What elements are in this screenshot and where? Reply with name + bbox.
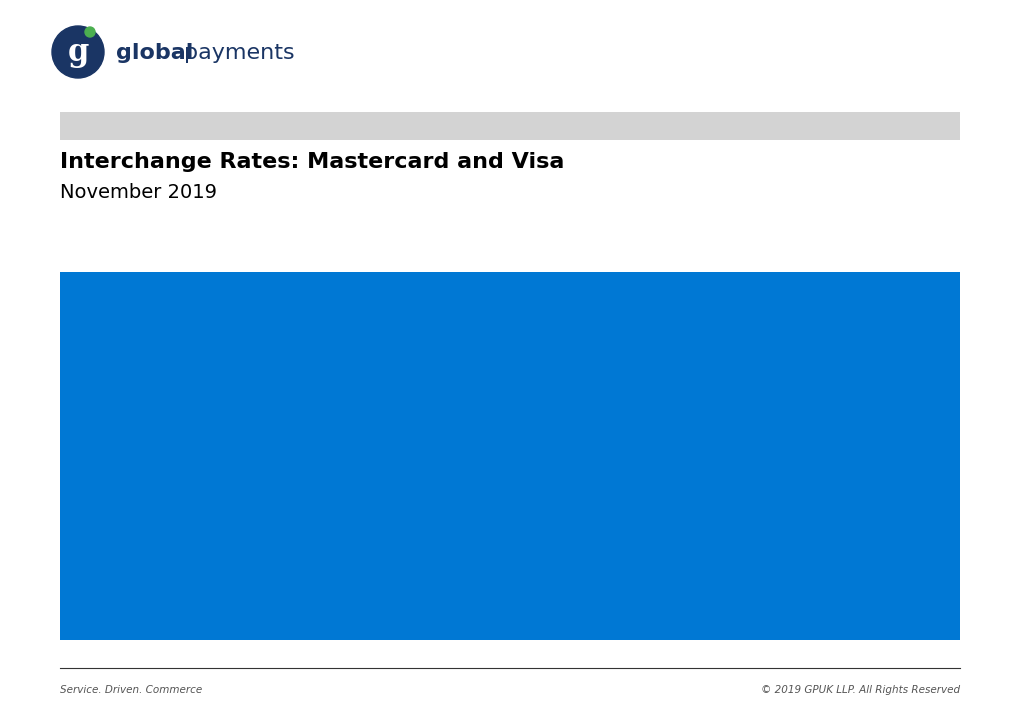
Text: Service. Driven. Commerce: Service. Driven. Commerce [60, 685, 202, 695]
Text: global: global [116, 43, 194, 63]
Bar [60, 272, 959, 640]
Text: payments: payments [183, 43, 294, 63]
Circle shape [52, 26, 104, 78]
Text: © 2019 GPUK LLP. All Rights Reserved: © 2019 GPUK LLP. All Rights Reserved [760, 685, 959, 695]
Bar [60, 112, 959, 140]
Circle shape [85, 27, 95, 37]
Text: g: g [67, 37, 89, 68]
Text: Interchange Rates: Mastercard and Visa: Interchange Rates: Mastercard and Visa [60, 152, 564, 172]
Text: November 2019: November 2019 [60, 182, 217, 202]
